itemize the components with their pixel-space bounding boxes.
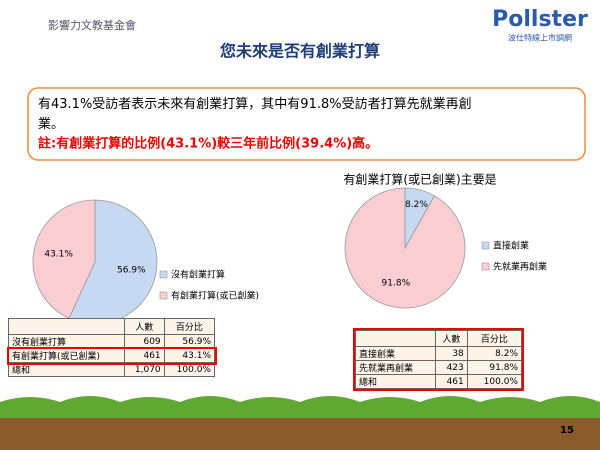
logo-left: 影響力文教基金會: [48, 18, 136, 32]
summary-note: 註:有創業打算的比例(43.1%)較三年前比例(39.4%)高。: [38, 136, 378, 152]
legend-label: 有創業打算(或已創業): [171, 290, 259, 302]
table-cell: 8.2%: [466, 346, 523, 361]
pie-title: 有創業打算(或已創業)主要是: [343, 172, 496, 187]
data-label: 43.1%: [44, 249, 73, 259]
data-label: 8.2%: [405, 200, 428, 210]
legend-label: 沒有創業打算: [171, 269, 225, 281]
table-cell: 609: [123, 334, 165, 349]
pie-slice: [32, 199, 96, 319]
data-label: 56.9%: [117, 266, 146, 276]
pie-slice: [344, 187, 466, 309]
summary-box: [27, 87, 586, 161]
column-header: 人數: [123, 318, 165, 335]
legend-label: 直接創業: [493, 240, 529, 252]
legend-swatch: [481, 262, 490, 271]
column-header: 人數: [435, 330, 468, 347]
data-table: 人數 百分比沒有創業打算 609 56.9% 有創業打算(或已創業) 461 43.1% 總和…: [6, 318, 217, 377]
table-cell: 423: [435, 360, 468, 375]
row-label: 先就業再創業: [354, 360, 437, 375]
table-cell: 43.1%: [163, 348, 216, 363]
legend-label: 先就業再創業: [493, 261, 547, 273]
column-header: 百分比: [466, 330, 523, 347]
row-label: 直接創業: [354, 346, 437, 361]
table-cell: 1,070: [123, 362, 165, 377]
legend-swatch: [159, 270, 168, 279]
data-label: 91.8%: [382, 278, 411, 288]
data-table: 人數 百分比直接創業 38 8.2% 先就業再創業 423 91.8% 總和 461 100.0%: [353, 328, 524, 391]
row-label: 總和: [354, 374, 437, 389]
table-cell: 100.0%: [466, 374, 523, 389]
table-cell: 91.8%: [466, 360, 523, 375]
table-cell: 38: [435, 346, 468, 361]
table-cell: 461: [435, 374, 468, 389]
page-number: 15: [560, 425, 574, 436]
legend-swatch: [159, 291, 168, 300]
row-label: 總和: [8, 362, 125, 377]
table-cell: 100.0%: [163, 362, 216, 377]
grass: [0, 396, 600, 418]
table-cell: 56.9%: [163, 334, 216, 349]
row-label: 有創業打算(或已創業): [8, 348, 125, 363]
table-cell: 461: [123, 348, 165, 363]
legend-swatch: [481, 241, 490, 250]
slide-title: 您未來是否有創業打算: [220, 42, 380, 61]
logo-right: Pollster: [492, 7, 588, 32]
row-label: 沒有創業打算: [8, 334, 125, 349]
column-header: 百分比: [163, 318, 216, 335]
summary-line: 有43.1%受訪者表示未來有創業打算，其中有91.8%受訪者打算先就業再創業。: [38, 96, 472, 132]
logo-right-sub: 波仕特線上市調網: [508, 33, 572, 43]
